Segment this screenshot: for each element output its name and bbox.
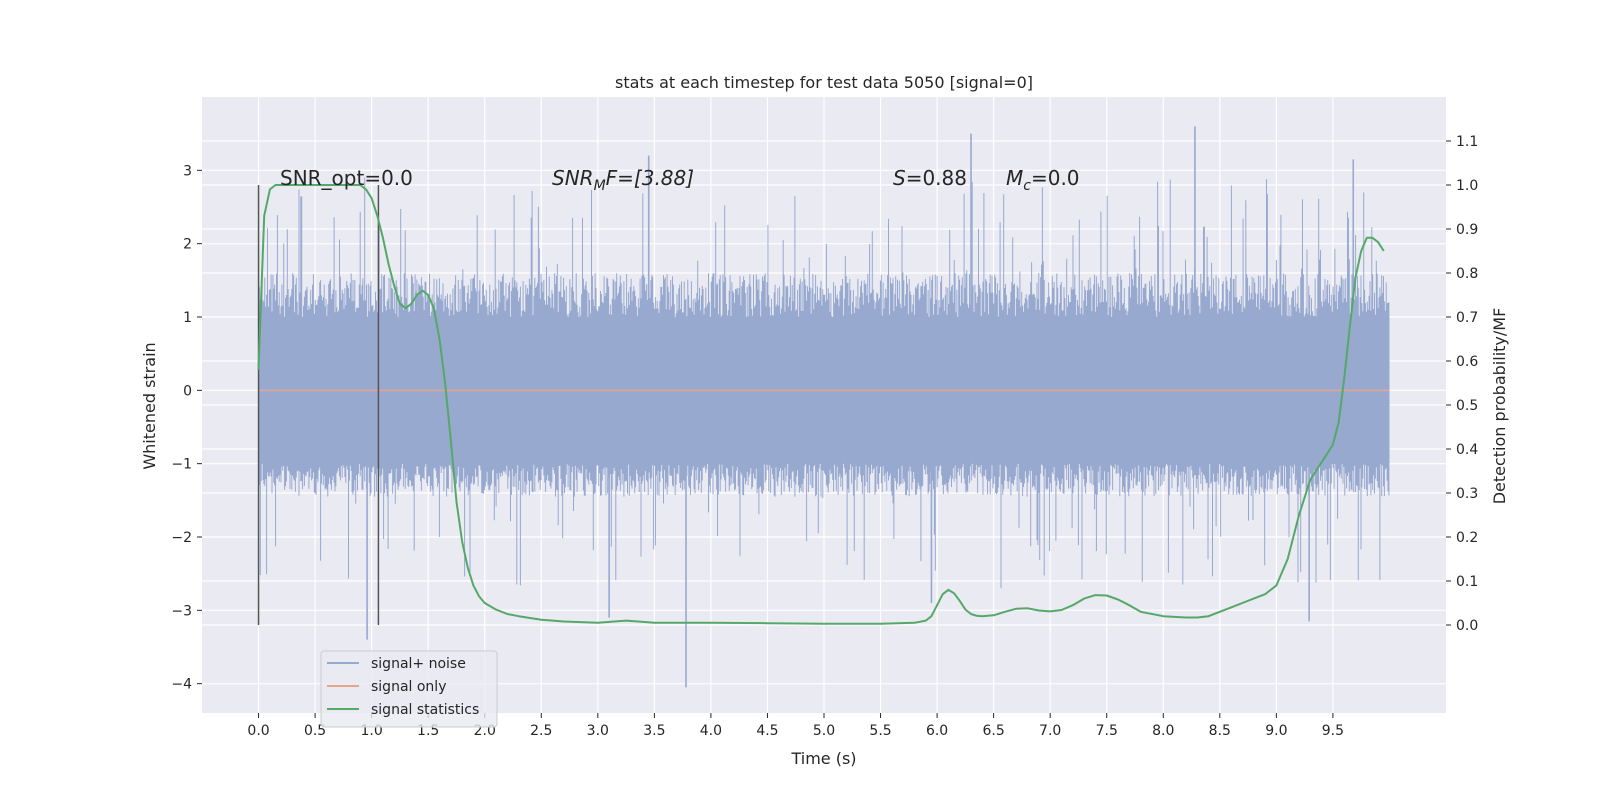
y-ticks: −4 −3 −2 −1 0 1 2 3 — [171, 163, 202, 693]
y-axis-label: Whitened strain — [140, 342, 159, 469]
legend-box — [320, 650, 498, 728]
x-tick-label-12: 6.0 — [926, 723, 948, 739]
x-tick-label-16: 8.0 — [1152, 723, 1174, 739]
y-tick-label-2: −2 — [171, 530, 192, 546]
x-axis-label: Time (s) — [790, 749, 856, 768]
series-signal-statistics — [257, 184, 1385, 625]
y-tick-label-0: −4 — [171, 677, 192, 693]
y2-ticks: 0.0 0.1 0.2 0.3 0.4 0.5 0.6 0.7 0.8 0.9 1.0 1.1 — [1446, 134, 1478, 634]
y2-tick-label-4: 0.4 — [1456, 442, 1478, 458]
x-tick-label-11: 5.5 — [869, 723, 891, 739]
x-tick-label-1: 0.5 — [304, 723, 326, 739]
x-tick-label-10: 5.0 — [813, 723, 835, 739]
y2-tick-label-5: 0.5 — [1456, 398, 1478, 414]
y-tick-label-6: 2 — [183, 237, 192, 253]
x-tick-label-7: 3.5 — [643, 723, 665, 739]
y2-tick-label-11: 1.1 — [1456, 134, 1478, 150]
y2-tick-label-10: 1.0 — [1456, 178, 1478, 194]
x-tick-label-5: 2.5 — [530, 723, 552, 739]
x-tick-label-18: 9.0 — [1265, 723, 1287, 739]
y2-tick-label-7: 0.7 — [1456, 310, 1478, 326]
vertical-lines — [257, 185, 380, 625]
y2-tick-label-9: 0.9 — [1456, 222, 1478, 238]
y-tick-label-4: 0 — [183, 383, 192, 399]
legend: signal+ noise signal only signal statist… — [320, 650, 498, 728]
x-tick-label-6: 3.0 — [587, 723, 609, 739]
chart-title: stats at each timestep for test data 505… — [615, 73, 1033, 92]
legend-label-signal-only: signal only — [371, 679, 446, 695]
x-tick-label-9: 4.5 — [756, 723, 778, 739]
annotation-mc: Mc=0.0 — [1006, 166, 1080, 194]
y2-tick-label-2: 0.2 — [1456, 530, 1478, 546]
x-tick-label-15: 7.5 — [1096, 723, 1118, 739]
annotation-s: S=0.88 — [893, 166, 967, 190]
y2-tick-label-1: 0.1 — [1456, 574, 1478, 590]
annotation-snr-mf: SNRMF=[3.88] — [552, 166, 694, 194]
signal-statistics-line — [257, 184, 1385, 625]
y2-tick-label-0: 0.0 — [1456, 618, 1478, 634]
x-tick-label-13: 6.5 — [983, 723, 1005, 739]
annotation-snr-opt: SNR_opt=0.0 — [280, 166, 413, 190]
y2-tick-label-3: 0.3 — [1456, 486, 1478, 502]
y-tick-label-7: 3 — [183, 163, 192, 179]
legend-label-signal-noise: signal+ noise — [371, 656, 466, 672]
y-tick-label-5: 1 — [183, 310, 192, 326]
x-tick-label-14: 7.0 — [1039, 723, 1061, 739]
legend-label-signal-statistics: signal statistics — [371, 702, 479, 718]
annotations: SNR_opt=0.0 SNRMF=[3.88] S=0.88 Mc=0.0 — [280, 166, 1080, 194]
y-tick-label-3: −1 — [171, 457, 192, 473]
x-tick-label-19: 9.5 — [1322, 723, 1344, 739]
y2-axis-label: Detection probability/MF — [1490, 308, 1509, 505]
y2-tick-label-8: 0.8 — [1456, 266, 1478, 282]
y-tick-label-1: −3 — [171, 603, 192, 619]
x-tick-label-8: 4.0 — [700, 723, 722, 739]
x-tick-label-0: 0.0 — [247, 723, 269, 739]
x-tick-label-17: 8.5 — [1209, 723, 1231, 739]
y2-tick-label-6: 0.6 — [1456, 354, 1478, 370]
